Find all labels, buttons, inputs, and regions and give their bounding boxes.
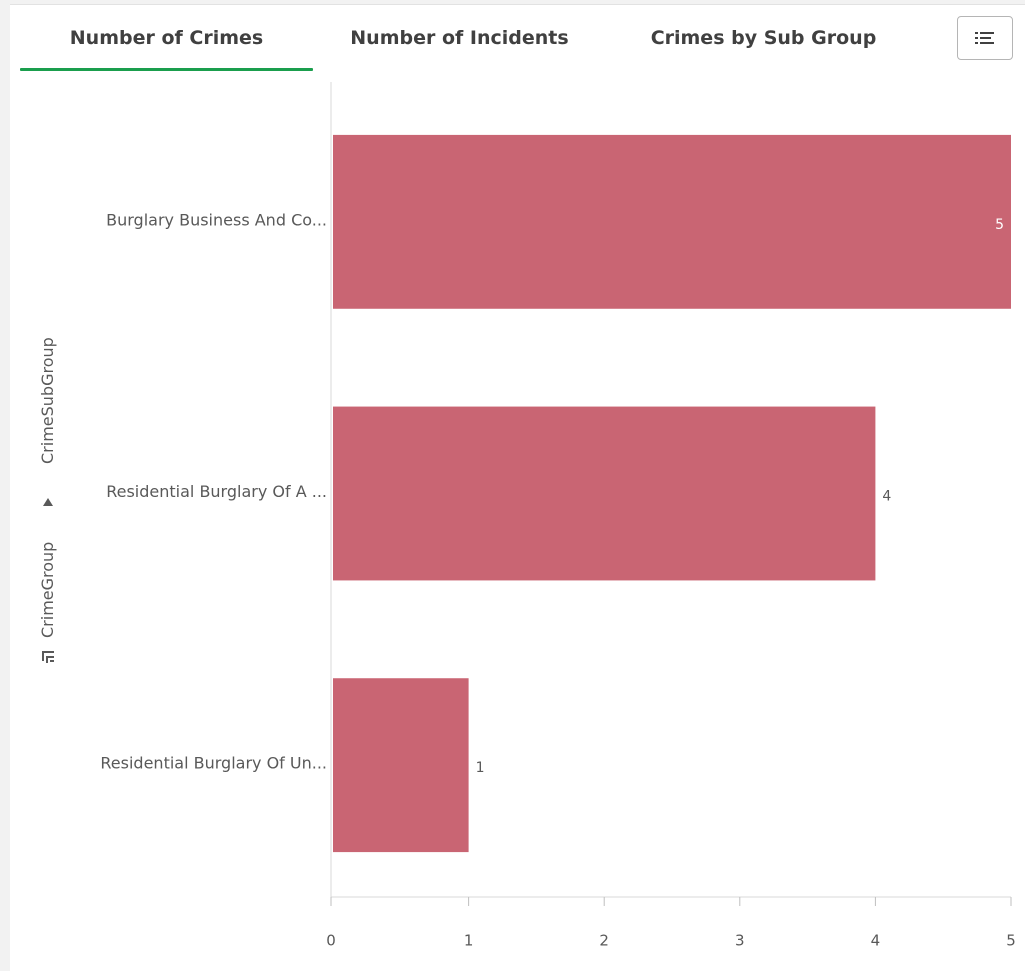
- dimension-label-crimesubgroup: CrimeSubGroup: [38, 337, 57, 464]
- data-label-1: 5: [995, 217, 1004, 233]
- x-tick-label-5: 5: [1006, 932, 1016, 950]
- x-tick-label-3: 3: [735, 932, 745, 950]
- data-label-2: 4: [882, 489, 891, 505]
- x-tick-label-0: 0: [326, 932, 336, 950]
- category-label-3[interactable]: Residential Burglary Of Un...: [100, 754, 327, 773]
- triangle-up-icon: [43, 498, 53, 506]
- tab-crimes-by-sub-group[interactable]: Crimes by Sub Group: [650, 27, 877, 49]
- list-menu-icon: [975, 32, 994, 44]
- x-tick-label-4: 4: [871, 932, 881, 950]
- bar-3[interactable]: [333, 678, 469, 853]
- dimension-label-crimegroup: CrimeGroup: [38, 542, 57, 638]
- x-tick-label-1: 1: [464, 932, 474, 950]
- tab-number-of-incidents[interactable]: Number of Incidents: [350, 27, 569, 49]
- list-menu-button[interactable]: [957, 16, 1013, 60]
- drill-down-icon: [42, 651, 54, 663]
- bar-2[interactable]: [333, 406, 876, 581]
- tab-number-of-crimes[interactable]: Number of Crimes: [69, 27, 264, 49]
- category-label-1[interactable]: Burglary Business And Co...: [106, 210, 327, 229]
- category-label-2[interactable]: Residential Burglary Of A ...: [106, 482, 327, 501]
- data-label-3: 1: [476, 760, 485, 776]
- bar-1[interactable]: [333, 134, 1011, 309]
- dimension-path-title[interactable]: CrimeSubGroup CrimeGroup: [36, 320, 60, 672]
- active-tab-indicator: [20, 68, 313, 71]
- x-tick-label-2: 2: [599, 932, 609, 950]
- tab-bar: Number of Crimes Number of Incidents Cri…: [10, 5, 1025, 75]
